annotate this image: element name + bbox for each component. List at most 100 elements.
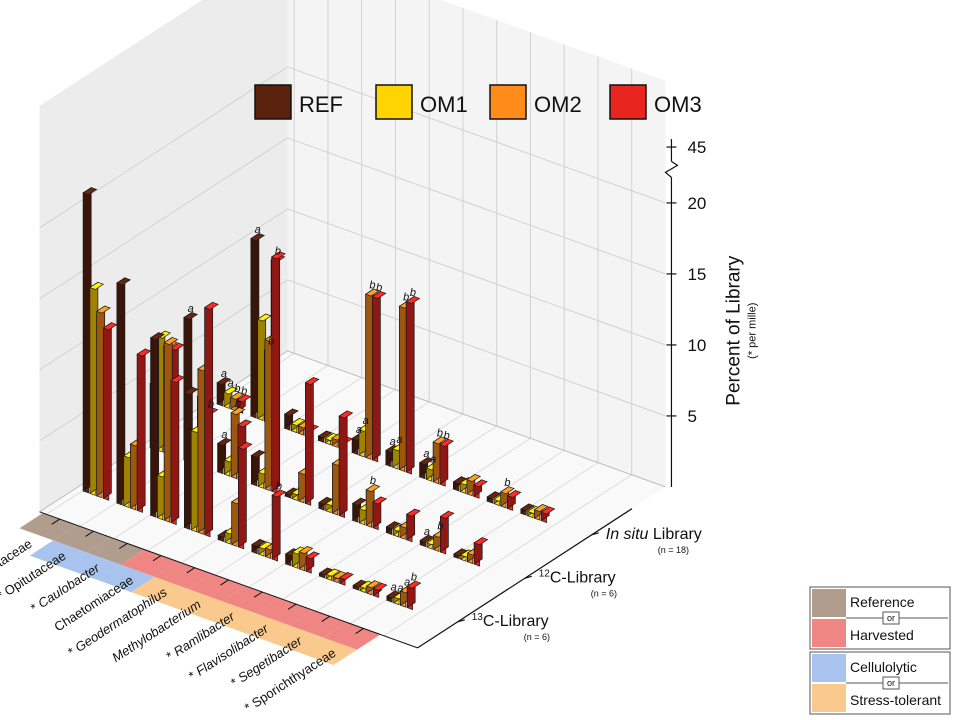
bar bbox=[419, 534, 435, 548]
bar-top bbox=[406, 580, 422, 589]
bar-top bbox=[256, 313, 272, 322]
library-label: In situ Library bbox=[606, 526, 702, 543]
bar bbox=[540, 506, 556, 524]
source-strip bbox=[154, 561, 212, 589]
or-label: or bbox=[887, 613, 895, 623]
z-axis-title: Percent of Library bbox=[723, 255, 744, 405]
significance-label: a bbox=[188, 303, 194, 315]
significance-label: b bbox=[208, 398, 214, 410]
bar-top bbox=[216, 377, 232, 385]
floor bbox=[39, 350, 666, 648]
or-box bbox=[882, 676, 900, 690]
library-tick bbox=[591, 532, 599, 536]
group-legend: Reference Harvested or Cellulolytic Stress-t… bbox=[809, 586, 951, 715]
library-label: 13C-Library bbox=[472, 612, 549, 630]
bar-top bbox=[540, 506, 556, 515]
bar bbox=[95, 305, 111, 499]
source-strip bbox=[53, 525, 111, 553]
bar-top bbox=[271, 489, 287, 498]
bar-top bbox=[257, 541, 273, 550]
bar bbox=[149, 331, 165, 518]
library-axis: In situ Library (n = 18) 12C-Library (n = 6… bbox=[417, 508, 702, 649]
significance-label: b bbox=[437, 521, 443, 533]
gridline bbox=[39, 137, 666, 300]
significance-label: a bbox=[221, 368, 227, 380]
bar-top bbox=[183, 386, 199, 395]
significance-label: b bbox=[234, 383, 240, 395]
bar bbox=[318, 567, 334, 579]
bar bbox=[452, 476, 468, 492]
bar-top bbox=[365, 580, 381, 589]
bar bbox=[271, 489, 287, 562]
bar-top bbox=[352, 579, 368, 588]
library-n: (n = 6) bbox=[591, 588, 617, 598]
bar-top bbox=[163, 337, 179, 345]
category-label: * Sporichthyaceae bbox=[242, 645, 339, 715]
category-tick bbox=[186, 567, 196, 574]
bar bbox=[398, 300, 414, 472]
bar-side bbox=[271, 251, 281, 492]
bar bbox=[520, 503, 536, 516]
bar bbox=[372, 496, 388, 531]
source-strip bbox=[120, 549, 178, 577]
bar-top bbox=[89, 281, 105, 290]
bar-top bbox=[486, 491, 502, 500]
category-tick bbox=[355, 628, 364, 635]
bar bbox=[365, 483, 381, 528]
bar bbox=[352, 579, 368, 591]
gridline bbox=[383, 474, 632, 637]
bar bbox=[216, 437, 232, 475]
bar-side bbox=[305, 376, 314, 505]
bar-top bbox=[116, 277, 132, 286]
bar-top bbox=[365, 484, 381, 493]
library-axis-line bbox=[417, 508, 633, 649]
legend-box-swatch bbox=[812, 684, 846, 712]
bar bbox=[331, 432, 347, 448]
bar bbox=[338, 571, 354, 586]
significance-label: a bbox=[423, 448, 429, 460]
significance-label: a bbox=[404, 576, 410, 588]
category-strips bbox=[19, 511, 418, 665]
gridline bbox=[39, 66, 666, 229]
bar-top bbox=[385, 521, 401, 530]
bar-side bbox=[103, 322, 112, 499]
bar bbox=[203, 301, 219, 538]
library-n: (n = 18) bbox=[658, 545, 689, 555]
bar bbox=[332, 570, 348, 584]
significance-label: b bbox=[275, 245, 281, 257]
bar-top bbox=[533, 504, 549, 512]
bar-top bbox=[290, 418, 306, 426]
bar bbox=[472, 479, 488, 499]
category-tick bbox=[253, 591, 263, 598]
legend-box-label: Harvested bbox=[850, 627, 914, 643]
bar bbox=[486, 491, 502, 504]
bar bbox=[257, 466, 273, 489]
function-strip bbox=[63, 552, 121, 580]
significance-label: a bbox=[363, 415, 369, 427]
bar bbox=[453, 548, 469, 560]
source-strip bbox=[289, 610, 347, 638]
significance-label: b bbox=[437, 427, 443, 439]
bar bbox=[439, 510, 455, 555]
function-strip bbox=[198, 601, 256, 629]
category-label: Methylobacterium bbox=[109, 596, 203, 665]
significance-label: b bbox=[235, 398, 241, 410]
z-tick-label: 10 bbox=[687, 336, 706, 355]
bar bbox=[250, 449, 266, 487]
bar-top bbox=[136, 348, 152, 357]
bar-top bbox=[230, 407, 246, 416]
library-tick bbox=[457, 619, 465, 623]
bar bbox=[359, 580, 375, 594]
bar bbox=[386, 590, 402, 603]
bar bbox=[237, 441, 253, 550]
bar-top bbox=[169, 342, 185, 351]
bar-top bbox=[372, 496, 388, 505]
category-tick bbox=[321, 615, 331, 622]
significance-label: b bbox=[410, 287, 416, 299]
bar-top bbox=[318, 496, 334, 505]
function-strip bbox=[97, 564, 155, 593]
bar bbox=[406, 580, 422, 611]
bar bbox=[325, 568, 341, 581]
bar bbox=[338, 410, 354, 519]
bar-top bbox=[453, 548, 469, 557]
